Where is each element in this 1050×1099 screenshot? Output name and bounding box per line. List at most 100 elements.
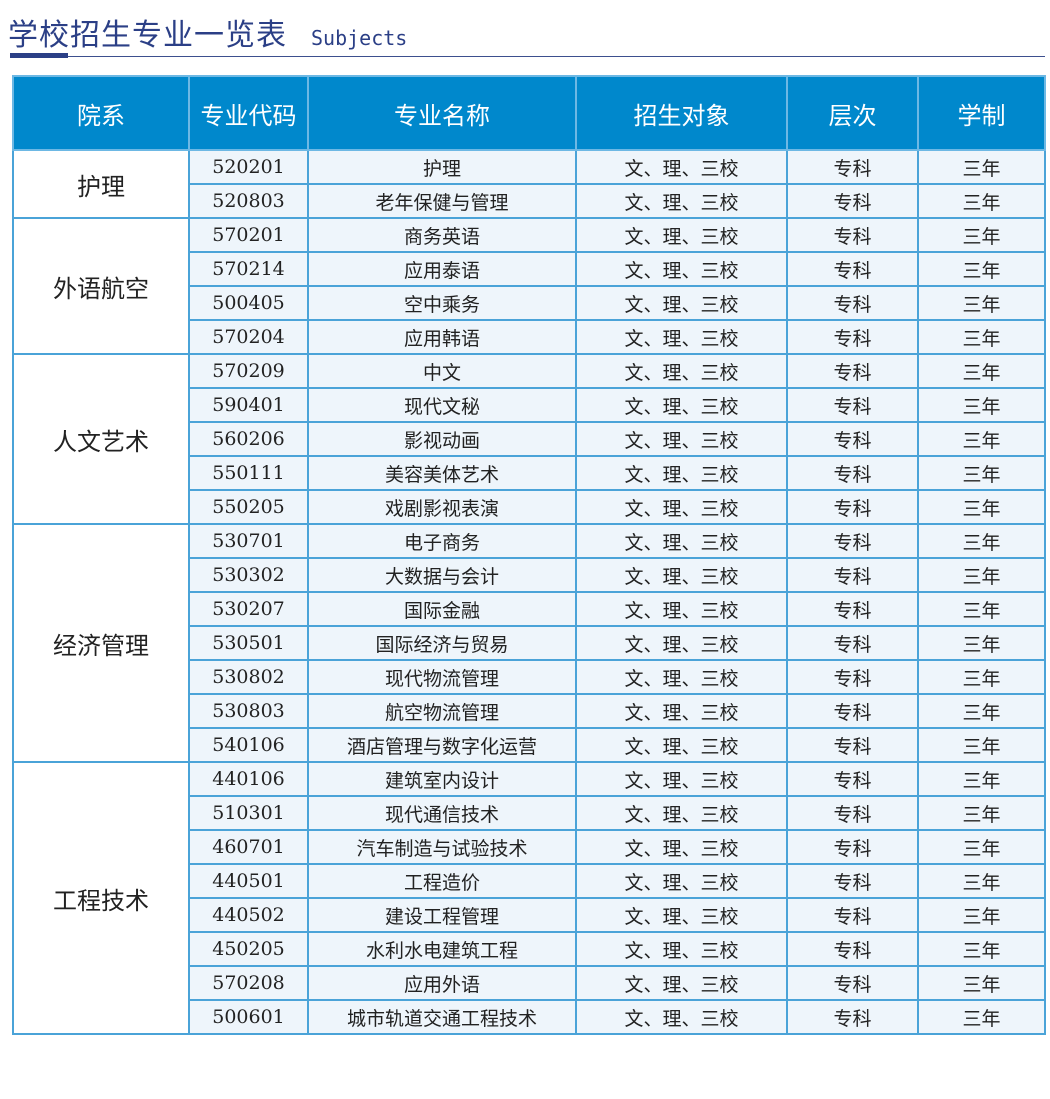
target-cell: 文、理、三校 xyxy=(575,999,788,1035)
major-code-cell: 570204 xyxy=(188,319,309,355)
target-cell: 文、理、三校 xyxy=(575,421,788,457)
duration-cell: 三年 xyxy=(917,489,1046,525)
major-name-cell: 老年保健与管理 xyxy=(307,183,577,219)
major-code-cell: 530207 xyxy=(188,591,309,627)
table-row: 560206 影视动画 文、理、三校 专科 三年 xyxy=(13,421,1046,457)
table-row: 经济管理 530701 电子商务 文、理、三校 专科 三年 xyxy=(12,523,1046,763)
level-cell: 专科 xyxy=(786,625,919,661)
target-cell: 文、理、三校 xyxy=(575,897,788,933)
major-name-cell: 现代文秘 xyxy=(307,387,577,423)
duration-cell: 三年 xyxy=(917,931,1046,967)
level-cell: 专科 xyxy=(786,659,919,695)
level-cell: 专科 xyxy=(786,931,919,967)
target-cell: 文、理、三校 xyxy=(575,727,788,763)
table-row: 520803 老年保健与管理 文、理、三校 专科 三年 xyxy=(13,183,1046,219)
duration-cell: 三年 xyxy=(917,625,1046,661)
duration-cell: 三年 xyxy=(917,863,1046,899)
level-cell: 专科 xyxy=(786,965,919,1001)
table-row: 440501 工程造价 文、理、三校 专科 三年 xyxy=(13,863,1046,899)
table-row: 440502 建设工程管理 文、理、三校 专科 三年 xyxy=(13,897,1046,933)
department-cell: 经济管理 xyxy=(12,523,190,763)
major-name-cell: 美容美体艺术 xyxy=(307,455,577,491)
target-cell: 文、理、三校 xyxy=(575,489,788,525)
title-accent-bar xyxy=(10,53,68,58)
level-cell: 专科 xyxy=(786,285,919,321)
major-name-cell: 建筑室内设计 xyxy=(307,761,577,797)
column-header-code: 专业代码 xyxy=(188,75,309,151)
level-cell: 专科 xyxy=(786,829,919,865)
major-code-cell: 590401 xyxy=(188,387,309,423)
major-code-cell: 530501 xyxy=(188,625,309,661)
major-code-cell: 460701 xyxy=(188,829,309,865)
duration-cell: 三年 xyxy=(917,523,1046,559)
table-row: 550111 美容美体艺术 文、理、三校 专科 三年 xyxy=(13,455,1046,491)
duration-cell: 三年 xyxy=(917,727,1046,763)
duration-cell: 三年 xyxy=(917,693,1046,729)
duration-cell: 三年 xyxy=(917,353,1046,389)
level-cell: 专科 xyxy=(786,523,919,559)
major-name-cell: 中文 xyxy=(307,353,577,389)
major-name-cell: 电子商务 xyxy=(307,523,577,559)
duration-cell: 三年 xyxy=(917,455,1046,491)
level-cell: 专科 xyxy=(786,591,919,627)
duration-cell: 三年 xyxy=(917,795,1046,831)
level-cell: 专科 xyxy=(786,455,919,491)
target-cell: 文、理、三校 xyxy=(575,251,788,287)
level-cell: 专科 xyxy=(786,727,919,763)
department-cell: 人文艺术 xyxy=(12,353,190,525)
duration-cell: 三年 xyxy=(917,285,1046,321)
level-cell: 专科 xyxy=(786,387,919,423)
level-cell: 专科 xyxy=(786,421,919,457)
column-header-duration: 学制 xyxy=(917,75,1046,151)
column-header-department: 院系 xyxy=(12,75,190,151)
target-cell: 文、理、三校 xyxy=(575,625,788,661)
major-name-cell: 城市轨道交通工程技术 xyxy=(307,999,577,1035)
table-row: 500405 空中乘务 文、理、三校 专科 三年 xyxy=(13,285,1046,321)
table-row: 540106 酒店管理与数字化运营 文、理、三校 专科 三年 xyxy=(13,727,1046,763)
table-row: 人文艺术 570209 中文 文、理、三校 专科 三年 xyxy=(12,353,1046,525)
target-cell: 文、理、三校 xyxy=(575,931,788,967)
major-name-cell: 现代物流管理 xyxy=(307,659,577,695)
table-row: 570214 应用泰语 文、理、三校 专科 三年 xyxy=(13,251,1046,287)
major-name-cell: 航空物流管理 xyxy=(307,693,577,729)
column-header-major: 专业名称 xyxy=(307,75,577,151)
major-code-cell: 520803 xyxy=(188,183,309,219)
level-cell: 专科 xyxy=(786,183,919,219)
table-row: 530302 大数据与会计 文、理、三校 专科 三年 xyxy=(13,557,1046,593)
major-name-cell: 大数据与会计 xyxy=(307,557,577,593)
target-cell: 文、理、三校 xyxy=(575,965,788,1001)
page-title: 学校招生专业一览表 Subjects xyxy=(8,10,407,53)
table-row: 500601 城市轨道交通工程技术 文、理、三校 专科 三年 xyxy=(13,999,1046,1035)
major-code-cell: 500601 xyxy=(188,999,309,1035)
major-name-cell: 现代通信技术 xyxy=(307,795,577,831)
table-row: 外语航空 570201 商务英语 文、理、三校 专科 三年 xyxy=(12,217,1046,355)
level-cell: 专科 xyxy=(786,999,919,1035)
table-body: 护理 520201 护理 文、理、三校 专科 三年 520803 老年保健与管理 文、理、三校专… xyxy=(12,149,1046,1035)
duration-cell: 三年 xyxy=(917,183,1046,219)
major-code-cell: 440501 xyxy=(188,863,309,899)
duration-cell: 三年 xyxy=(917,761,1046,797)
major-name-cell: 应用韩语 xyxy=(307,319,577,355)
level-cell: 专科 xyxy=(786,557,919,593)
duration-cell: 三年 xyxy=(917,421,1046,457)
table-header-row: 院系 专业代码 专业名称 招生对象 层次 学制 xyxy=(12,75,1046,151)
target-cell: 文、理、三校 xyxy=(575,183,788,219)
target-cell: 文、理、三校 xyxy=(575,455,788,491)
major-name-cell: 影视动画 xyxy=(307,421,577,457)
major-name-cell: 空中乘务 xyxy=(307,285,577,321)
duration-cell: 三年 xyxy=(917,387,1046,423)
major-name-cell: 商务英语 xyxy=(307,217,577,253)
table-row: 510301 现代通信技术 文、理、三校 专科 三年 xyxy=(13,795,1046,831)
major-code-cell: 500405 xyxy=(188,285,309,321)
target-cell: 文、理、三校 xyxy=(575,353,788,389)
target-cell: 文、理、三校 xyxy=(575,217,788,253)
major-code-cell: 570208 xyxy=(188,965,309,1001)
level-cell: 专科 xyxy=(786,897,919,933)
target-cell: 文、理、三校 xyxy=(575,149,788,185)
duration-cell: 三年 xyxy=(917,829,1046,865)
table-row: 530803 航空物流管理 文、理、三校 专科 三年 xyxy=(13,693,1046,729)
duration-cell: 三年 xyxy=(917,999,1046,1035)
major-code-cell: 440502 xyxy=(188,897,309,933)
major-code-cell: 570214 xyxy=(188,251,309,287)
level-cell: 专科 xyxy=(786,353,919,389)
